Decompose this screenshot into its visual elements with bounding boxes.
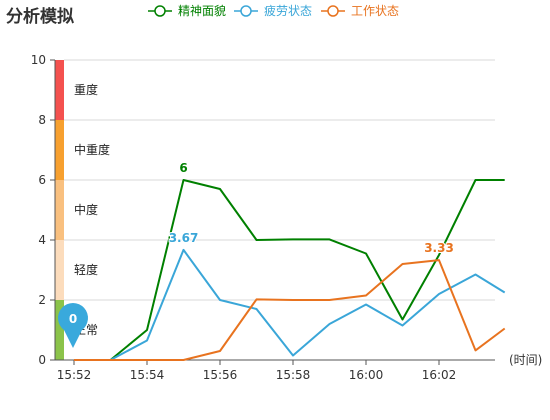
y-tick-label: 6 bbox=[38, 173, 46, 187]
y-axis: 0 2 4 6 8 10 bbox=[31, 53, 56, 367]
band-bar bbox=[55, 60, 64, 120]
x-tick-label: 15:54 bbox=[130, 368, 165, 382]
y-tick-label: 2 bbox=[38, 293, 46, 307]
grid bbox=[64, 59, 495, 361]
band-bar bbox=[55, 300, 64, 360]
chart-title: 分析模拟 bbox=[6, 6, 74, 27]
x-axis-label: (时间) bbox=[509, 353, 542, 367]
band-label: 中重度 bbox=[74, 142, 110, 157]
series-line bbox=[74, 179, 505, 361]
legend-label: 工作状态 bbox=[351, 4, 399, 18]
band-bar bbox=[55, 180, 64, 240]
x-tick-label: 16:00 bbox=[349, 368, 384, 382]
legend-label: 疲劳状态 bbox=[264, 3, 312, 18]
legend-symbol bbox=[240, 5, 252, 17]
band-bar bbox=[55, 120, 64, 180]
series-line bbox=[74, 248, 506, 361]
y-tick-label: 8 bbox=[38, 113, 46, 127]
x-axis: 15:52 15:54 15:56 15:58 16:00 16:02 bbox=[55, 359, 495, 382]
data-label: 6 bbox=[179, 161, 187, 175]
marker-value: 0 bbox=[69, 312, 77, 326]
y-tick-label: 4 bbox=[38, 233, 46, 247]
x-tick-label: 15:52 bbox=[57, 368, 92, 382]
band-label: 轻度 bbox=[74, 262, 98, 277]
data-label: 3.67 bbox=[169, 231, 199, 245]
x-tick-label: 15:58 bbox=[276, 368, 311, 382]
series-lines bbox=[74, 179, 506, 361]
data-label: 3.33 bbox=[424, 241, 454, 255]
y-tick-label: 10 bbox=[31, 53, 46, 67]
series-line bbox=[74, 259, 506, 361]
y-tick-label: 0 bbox=[38, 353, 46, 367]
band-label: 重度 bbox=[74, 82, 98, 97]
data-labels: 6 3.67 3.33 bbox=[168, 160, 455, 256]
current-marker: 0 bbox=[58, 303, 88, 348]
legend-label: 精神面貌 bbox=[178, 3, 226, 18]
x-tick-label: 15:56 bbox=[203, 368, 238, 382]
legend: 精神面貌 疲劳状态 工作状态 bbox=[148, 3, 399, 18]
band-label: 中度 bbox=[74, 202, 98, 217]
band-bar bbox=[55, 240, 64, 300]
legend-symbol bbox=[154, 5, 166, 17]
legend-symbol bbox=[327, 5, 339, 17]
x-tick-label: 16:02 bbox=[422, 368, 457, 382]
marker-pin bbox=[58, 303, 88, 348]
